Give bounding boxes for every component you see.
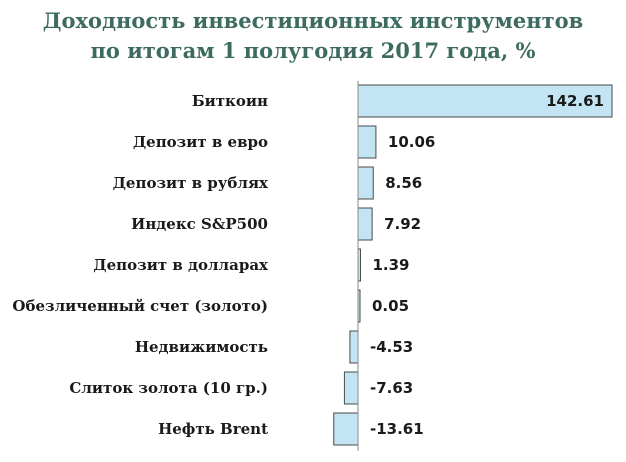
value-label-8: -13.61 [370,420,424,438]
bar-3 [357,207,373,241]
category-label-1: Депозит в евро [133,133,268,151]
value-label-6: -4.53 [370,338,413,356]
bar-6 [349,330,359,364]
labels-layer: Биткоин 142.61 Депозит в евро 10.06 Депозит … [12,92,604,438]
category-label-3: Индекс S&P500 [131,215,268,233]
category-label-8: Нефть Brent [158,420,268,438]
bar-0 [357,84,613,118]
value-label-0: 142.61 [546,92,604,110]
bars-layer [333,84,613,446]
category-label-0: Биткоин [192,92,268,110]
bar-7 [343,371,359,405]
value-label-7: -7.63 [370,379,413,397]
value-label-4: 1.39 [372,256,409,274]
bar-1 [357,125,377,159]
chart-title: Доходность инвестиционных инструментов п… [0,6,626,66]
category-label-5: Обезличенный счет (золото) [12,297,268,315]
value-label-1: 10.06 [388,133,435,151]
category-label-6: Недвижимость [135,338,268,356]
chart-title-line-1: Доходность инвестиционных инструментов [42,8,584,33]
category-label-7: Слиток золота (10 гр.) [69,379,268,397]
value-label-5: 0.05 [372,297,409,315]
value-label-2: 8.56 [385,174,422,192]
chart-title-line-2: по итогам 1 полугодия 2017 года, % [90,38,536,63]
bar-8 [333,412,359,446]
category-label-2: Депозит в рублях [113,174,269,192]
value-label-3: 7.92 [384,215,421,233]
bar-2 [357,166,374,200]
category-label-4: Депозит в долларах [93,256,269,274]
